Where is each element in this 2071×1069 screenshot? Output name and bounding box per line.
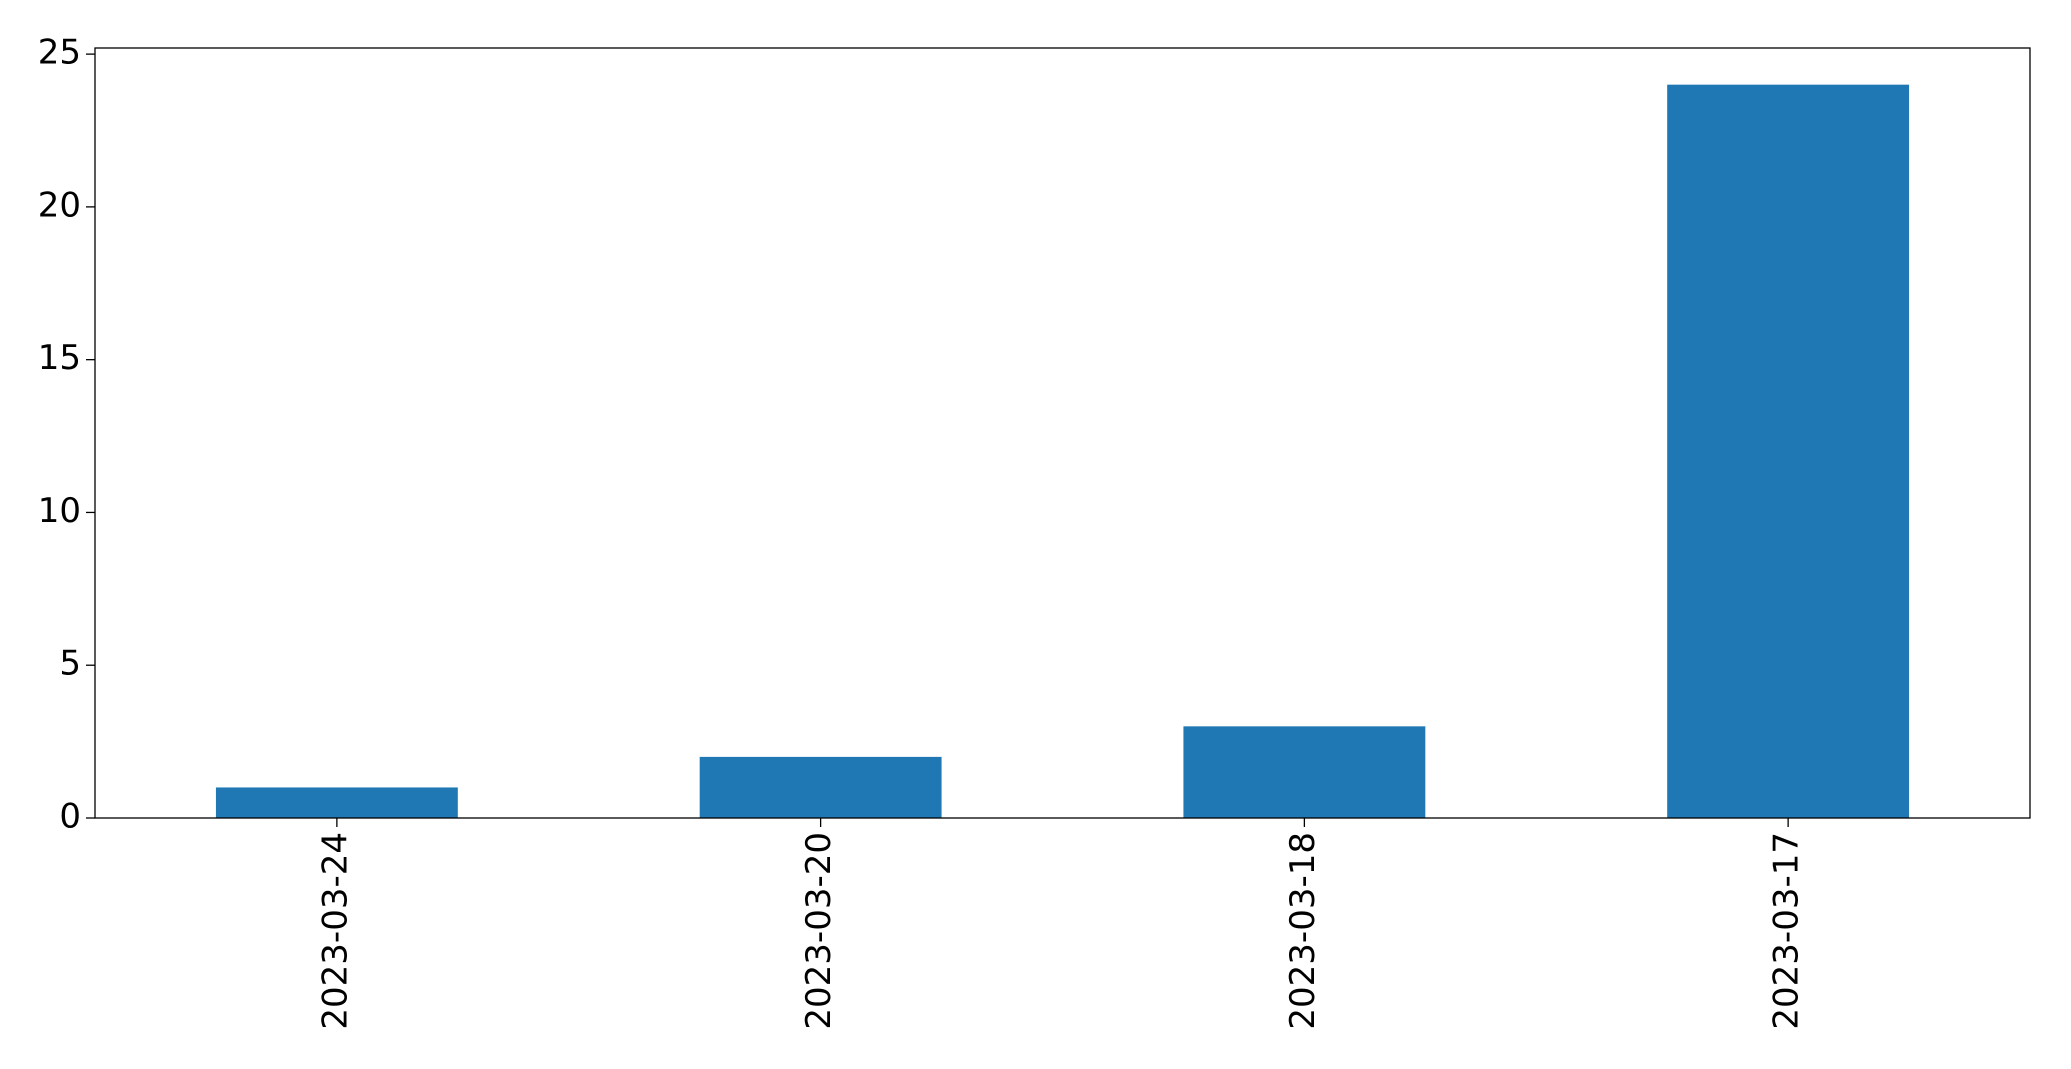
bar — [699, 756, 942, 818]
y-tick-label: 20 — [38, 185, 81, 225]
y-tick-label: 10 — [38, 491, 81, 531]
y-tick-label: 0 — [59, 797, 81, 837]
y-tick-label: 25 — [38, 33, 81, 73]
x-tick-label: 2023-03-17 — [1767, 832, 1807, 1030]
x-tick-label: 2023-03-24 — [315, 832, 355, 1030]
y-tick-label: 5 — [59, 644, 81, 684]
bar — [1183, 726, 1426, 818]
y-tick-label: 15 — [38, 338, 81, 378]
bar — [215, 787, 458, 818]
bar — [1667, 84, 1910, 818]
plot-frame — [94, 47, 2031, 819]
x-tick-label: 2023-03-18 — [1283, 832, 1323, 1030]
x-tick-label: 2023-03-20 — [799, 832, 839, 1030]
